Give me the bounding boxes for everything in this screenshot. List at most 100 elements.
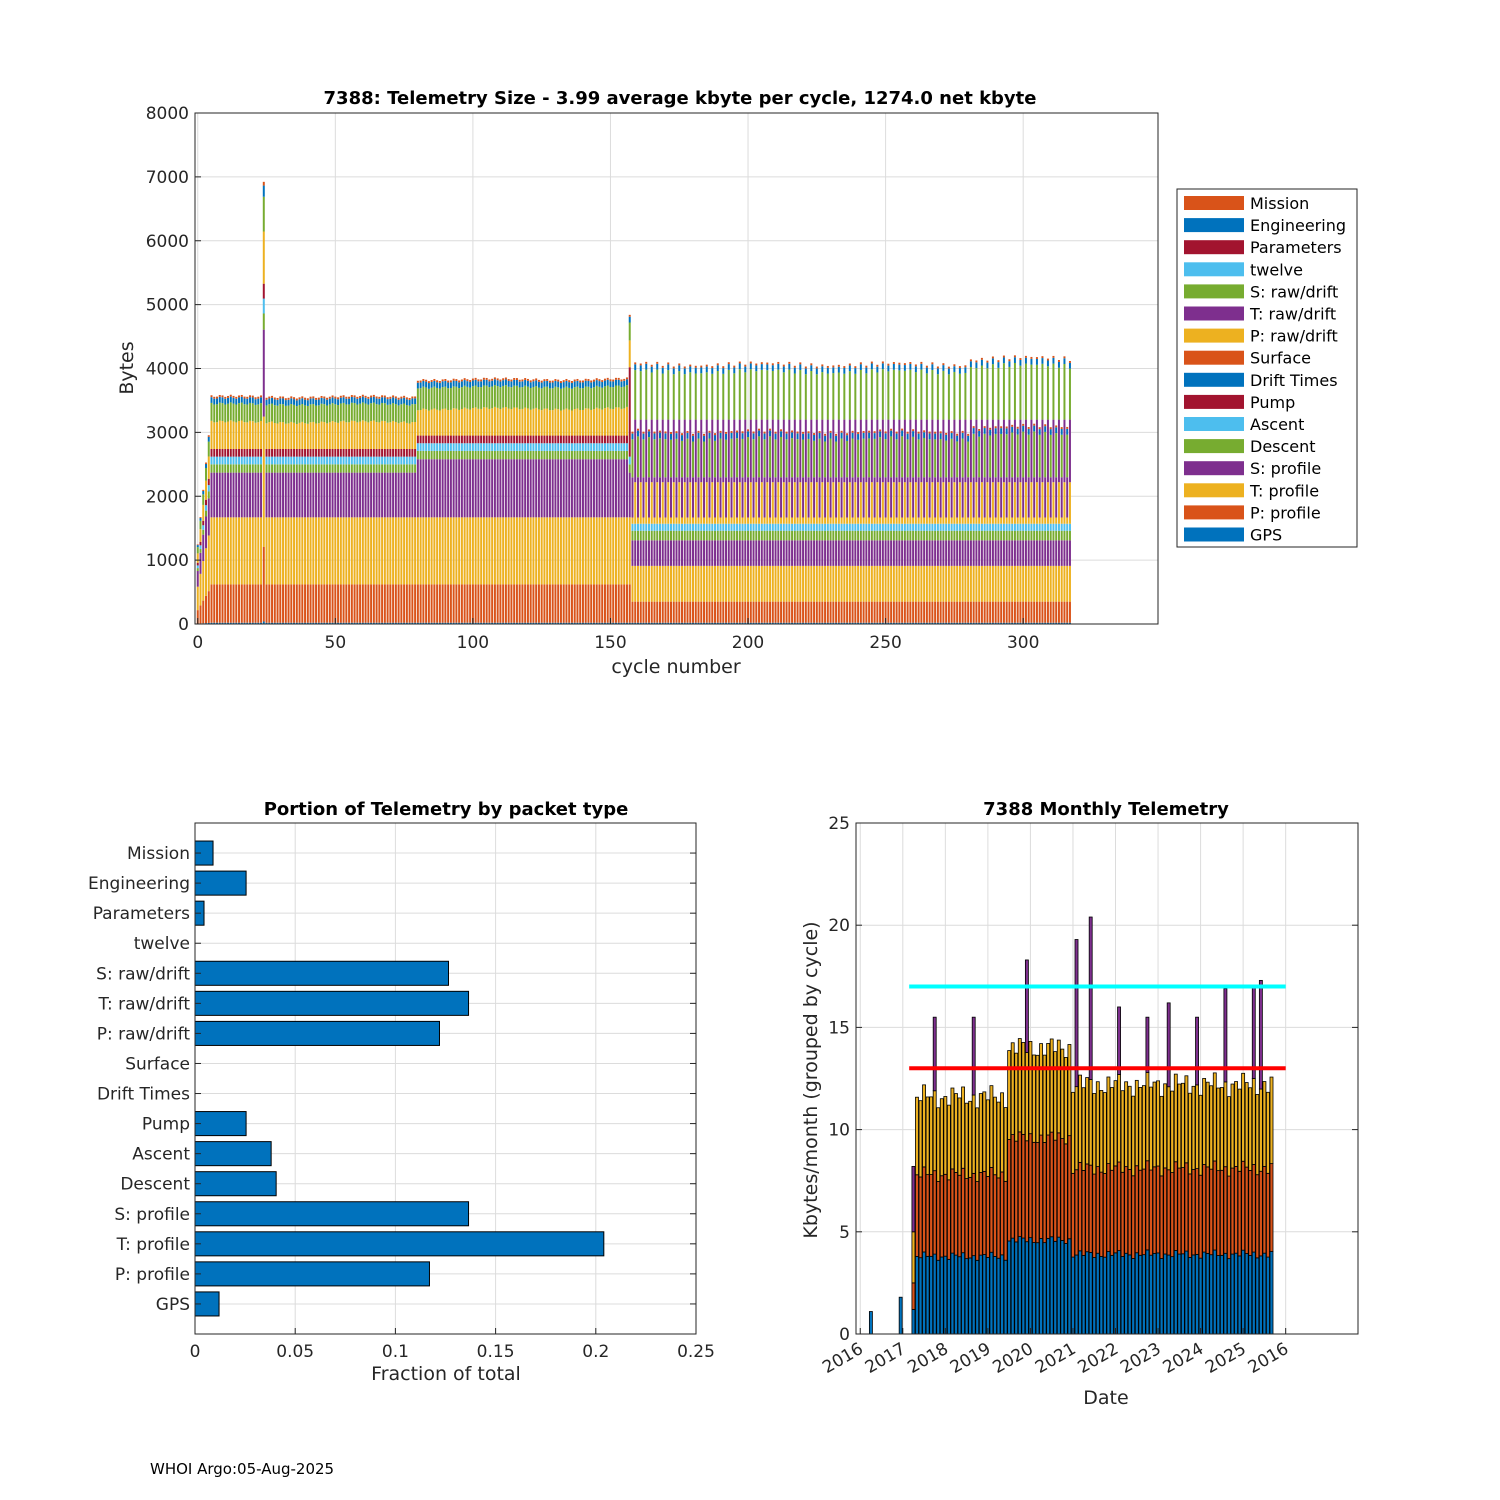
bar-segment — [1024, 959, 1029, 1053]
bar-segment — [565, 408, 568, 436]
bar-segment — [1120, 1090, 1125, 1173]
bar-segment — [697, 477, 700, 518]
bar-segment — [980, 359, 983, 366]
bar-segment — [826, 373, 829, 420]
bar-segment — [802, 601, 805, 623]
bar-segment — [579, 388, 582, 410]
bar-segment — [708, 432, 711, 439]
bar-segment — [815, 530, 818, 541]
bar-segment — [392, 517, 395, 585]
bar-segment — [708, 517, 711, 524]
bar-segment — [235, 448, 238, 457]
bar-segment — [876, 530, 879, 541]
cycle-bar — [650, 364, 653, 624]
bar-segment — [394, 464, 397, 473]
bar-segment — [430, 584, 433, 623]
bar-segment — [697, 540, 700, 566]
bar-segment — [430, 443, 433, 451]
bar-segment — [901, 477, 904, 518]
bar-segment — [408, 405, 411, 424]
bar-segment — [846, 530, 849, 541]
bar-segment — [447, 622, 450, 624]
bar-segment — [535, 450, 538, 460]
cycle-bar — [744, 364, 747, 624]
bar-segment — [659, 523, 661, 531]
bar-segment — [925, 530, 928, 541]
bar-segment — [246, 456, 249, 465]
cycle-bar — [361, 394, 364, 624]
bar-segment — [975, 360, 978, 363]
bar-segment — [909, 419, 912, 483]
bar-segment — [650, 366, 653, 373]
bar-segment — [416, 380, 419, 383]
bar-segment — [562, 382, 565, 388]
bar-segment — [210, 402, 213, 421]
bar-segment — [356, 398, 359, 405]
bar-segment — [1027, 428, 1030, 435]
bar-segment — [804, 419, 807, 483]
bar-segment — [565, 584, 568, 623]
bar-segment — [1013, 540, 1016, 566]
cycle-bar — [969, 359, 972, 624]
bar-segment — [986, 601, 989, 623]
bar-segment — [656, 565, 659, 602]
monthly-bar — [1170, 1090, 1175, 1335]
bar-segment — [279, 584, 282, 623]
cycle-bar — [697, 430, 700, 624]
bar-segment — [482, 622, 485, 624]
bar-segment — [397, 456, 400, 465]
bar-segment — [1085, 1077, 1090, 1165]
cycle-bar — [758, 428, 761, 624]
bar-segment — [1046, 358, 1049, 361]
bar-segment — [348, 456, 351, 465]
bar-segment — [383, 517, 386, 585]
bar-segment — [359, 472, 362, 518]
bar-segment — [868, 432, 871, 439]
bar-segment — [826, 530, 829, 541]
bar-segment — [647, 431, 650, 438]
bar-segment — [1269, 1163, 1274, 1252]
bar-segment — [722, 565, 725, 602]
bar-segment — [793, 540, 796, 566]
bar-segment — [224, 398, 227, 405]
bar-segment — [744, 482, 747, 524]
bar-segment — [733, 540, 736, 566]
bar-segment — [394, 622, 397, 624]
bar-segment — [350, 517, 353, 585]
bar-segment — [876, 523, 879, 531]
bar-segment — [978, 477, 981, 518]
bar-segment — [780, 431, 783, 437]
bar-segment — [862, 530, 865, 541]
bar-segment — [403, 403, 406, 422]
bar-segment — [967, 523, 970, 531]
bar-segment — [722, 523, 725, 531]
bar-segment — [744, 372, 747, 420]
bar-segment — [799, 370, 802, 420]
bar-segment — [917, 622, 920, 624]
bar-segment — [471, 459, 474, 518]
bar-segment — [1044, 622, 1047, 624]
bar-segment — [956, 517, 959, 524]
cycle-bar — [397, 397, 400, 624]
bar-segment — [733, 365, 736, 368]
bar-segment — [537, 517, 540, 585]
bar-segment — [463, 380, 466, 386]
bar-segment — [1011, 601, 1014, 623]
y-tick-label: S: profile — [114, 1205, 190, 1225]
bar-segment — [361, 584, 364, 623]
bar-segment — [879, 431, 882, 438]
bar-segment — [359, 421, 362, 449]
bar-segment — [601, 409, 604, 436]
bar-segment — [639, 565, 642, 602]
bar-segment — [892, 601, 895, 623]
bar-segment — [791, 601, 794, 623]
bar-segment — [353, 622, 356, 624]
monthly-bar — [971, 1016, 976, 1335]
bar-segment — [859, 369, 862, 420]
bar-segment — [1057, 601, 1060, 623]
bar-segment — [592, 622, 595, 624]
bar-segment — [301, 421, 304, 449]
bar-segment — [832, 523, 835, 531]
bar-segment — [579, 459, 582, 518]
bar-segment — [983, 622, 986, 624]
